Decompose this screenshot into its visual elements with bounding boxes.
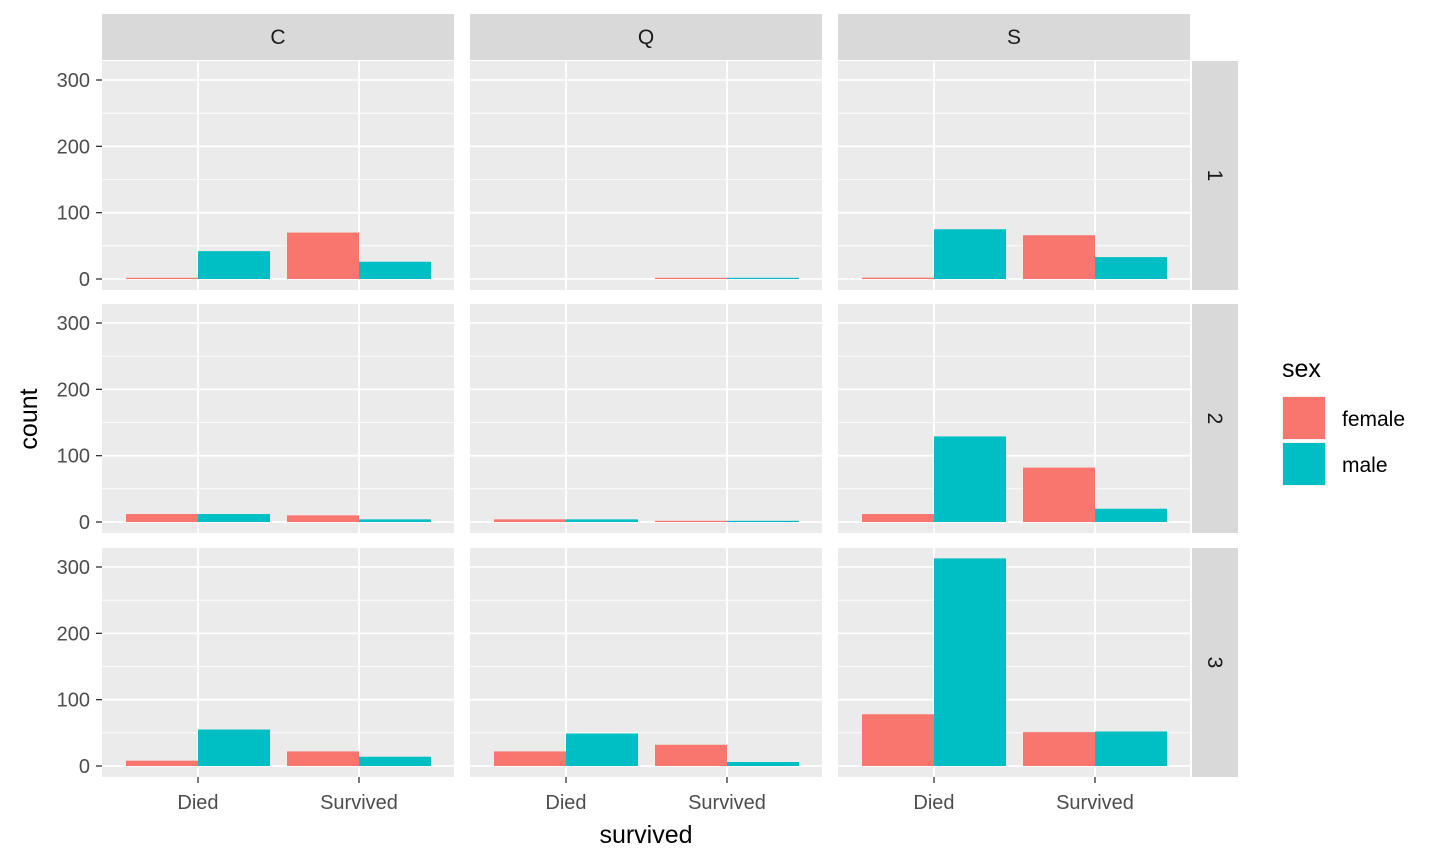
bar-male-died [934, 229, 1006, 279]
bar-male-died [934, 436, 1006, 522]
bar-female-survived [1023, 467, 1095, 522]
y-tick-label: 100 [57, 446, 90, 468]
bar-male-survived [727, 277, 799, 279]
x-tick-label: Died [913, 792, 954, 814]
bar-male-survived [727, 520, 799, 522]
bar-male-survived [1095, 508, 1167, 522]
bar-female-survived [287, 515, 359, 522]
bar-female-survived [1023, 732, 1095, 766]
legend: sex female male [1282, 355, 1405, 486]
y-tick-label: 0 [79, 512, 90, 534]
bar-male-survived [359, 261, 431, 279]
bar-male-survived [1095, 731, 1167, 766]
panel-2-C [102, 304, 454, 533]
legend-key-male [1283, 443, 1325, 485]
bar-female-died [126, 277, 198, 279]
bar-female-died [862, 514, 934, 522]
panel-background [102, 548, 454, 777]
panel-1-Q [470, 61, 822, 290]
row-strip-label: 3 [1203, 657, 1226, 669]
bar-male-died [566, 733, 638, 766]
column-strip-label: S [1007, 26, 1021, 49]
bar-female-died [494, 519, 566, 522]
axes: 0 100 200 300 0 100 200 300 0 100 200 300 Died Surviv… [57, 70, 1134, 814]
panel-3-S [838, 548, 1190, 777]
bar-female-died [862, 714, 934, 766]
bar-male-survived [1095, 257, 1167, 279]
column-strip-S [838, 14, 1190, 60]
bar-male-survived [359, 519, 431, 522]
bar-female-died [126, 514, 198, 522]
panel-3-Q [470, 548, 822, 777]
x-tick-label: Survived [1056, 792, 1134, 814]
panel-background [470, 61, 822, 290]
column-strip-label: C [270, 26, 285, 49]
legend-label-female: female [1342, 408, 1405, 431]
bar-male-survived [727, 762, 799, 766]
panel-background [838, 61, 1190, 290]
panel-2-Q [470, 304, 822, 533]
bar-female-died [126, 760, 198, 766]
y-tick-label: 0 [79, 269, 90, 291]
panel-2-S [838, 304, 1190, 533]
panel-background [102, 61, 454, 290]
row-strip-2 [1192, 304, 1238, 533]
panel-1-S [838, 61, 1190, 290]
row-strip-3 [1192, 548, 1238, 777]
bar-female-died [494, 751, 566, 766]
legend-title: sex [1282, 355, 1321, 383]
bar-male-died [198, 251, 270, 279]
bar-female-died [862, 277, 934, 279]
panel-background [470, 304, 822, 533]
y-axis-title: count [15, 388, 43, 449]
legend-key-female [1283, 397, 1325, 439]
y-tick-label: 300 [57, 557, 90, 579]
y-tick-label: 200 [57, 136, 90, 158]
bar-male-survived [359, 756, 431, 766]
row-strip-label: 1 [1203, 170, 1226, 182]
y-tick-label: 300 [57, 313, 90, 335]
row-strip-label: 2 [1203, 413, 1226, 425]
column-strip-Q [470, 14, 822, 60]
y-tick-label: 300 [57, 70, 90, 92]
facet-panels: C Q S 1 2 3 [102, 14, 1238, 777]
x-tick-label: Survived [688, 792, 766, 814]
bar-female-survived [655, 277, 727, 279]
y-tick-label: 200 [57, 623, 90, 645]
bar-female-survived [655, 744, 727, 766]
panel-background [838, 304, 1190, 533]
x-axis-title: survived [599, 821, 692, 849]
bar-female-survived [287, 751, 359, 766]
panel-1-C [102, 61, 454, 290]
panel-background [470, 548, 822, 777]
column-strip-C [102, 14, 454, 60]
bar-female-survived [1023, 235, 1095, 279]
bar-male-died [198, 514, 270, 522]
bar-male-died [934, 558, 1006, 766]
x-tick-label: Died [545, 792, 586, 814]
bar-female-survived [655, 520, 727, 522]
bar-male-died [198, 729, 270, 766]
y-tick-label: 0 [79, 756, 90, 778]
y-tick-label: 100 [57, 203, 90, 225]
column-strip-label: Q [638, 26, 654, 49]
x-tick-label: Died [177, 792, 218, 814]
legend-label-male: male [1342, 454, 1388, 477]
x-tick-label: Survived [320, 792, 398, 814]
panel-background [102, 304, 454, 533]
panel-3-C [102, 548, 454, 777]
row-strip-1 [1192, 61, 1238, 290]
y-tick-label: 100 [57, 690, 90, 712]
bar-female-survived [287, 232, 359, 279]
y-tick-label: 200 [57, 379, 90, 401]
bar-male-died [566, 519, 638, 522]
